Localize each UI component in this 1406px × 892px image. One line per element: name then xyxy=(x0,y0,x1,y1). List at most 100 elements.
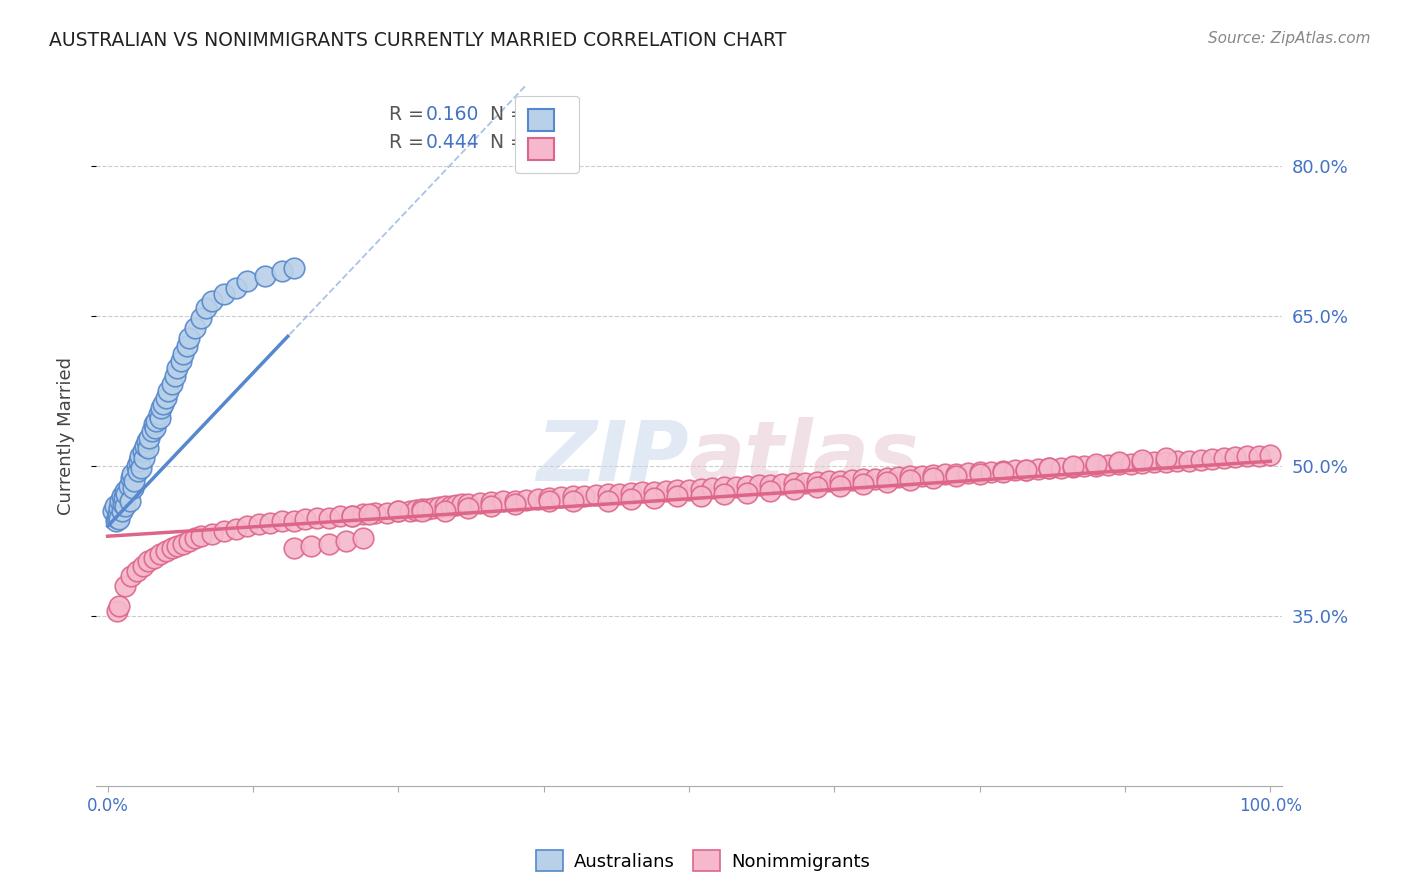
Point xyxy=(212,524,235,539)
Point xyxy=(1212,451,1234,466)
Point xyxy=(654,484,676,499)
Point xyxy=(713,480,735,494)
Point xyxy=(574,489,596,503)
Text: 59: 59 xyxy=(526,105,550,124)
Point xyxy=(1050,461,1073,475)
Point xyxy=(422,501,444,516)
Point xyxy=(538,494,561,508)
Point xyxy=(375,506,398,520)
Point xyxy=(411,502,433,516)
Point xyxy=(666,489,689,503)
Point xyxy=(440,500,463,514)
Point xyxy=(283,261,305,276)
Point xyxy=(794,476,817,491)
Point xyxy=(122,481,145,495)
Point xyxy=(184,321,207,335)
Point xyxy=(596,487,619,501)
Point xyxy=(503,497,526,511)
Point xyxy=(468,496,491,510)
Point xyxy=(387,504,409,518)
Point xyxy=(527,492,550,507)
Point xyxy=(236,519,259,533)
Y-axis label: Currently Married: Currently Married xyxy=(58,358,75,516)
Point xyxy=(114,500,136,514)
Text: AUSTRALIAN VS NONIMMIGRANTS CURRENTLY MARRIED CORRELATION CHART: AUSTRALIAN VS NONIMMIGRANTS CURRENTLY MA… xyxy=(49,31,786,50)
Point xyxy=(108,599,131,614)
Point xyxy=(120,471,142,485)
Text: N =: N = xyxy=(489,133,531,152)
Point xyxy=(922,468,945,483)
Point xyxy=(945,469,967,483)
Point xyxy=(1038,461,1060,475)
Point xyxy=(550,490,572,504)
Text: atlas: atlas xyxy=(689,417,920,498)
Point xyxy=(666,483,689,498)
Point xyxy=(117,479,139,493)
Point xyxy=(131,461,153,475)
Point xyxy=(352,531,374,545)
Point xyxy=(1201,452,1223,467)
Point xyxy=(387,504,409,518)
Point xyxy=(166,539,188,553)
Point xyxy=(155,391,177,405)
Point xyxy=(446,498,468,512)
Point xyxy=(561,489,583,503)
Point xyxy=(427,500,450,515)
Point xyxy=(129,449,152,463)
Point xyxy=(149,547,172,561)
Point xyxy=(364,506,387,520)
Point xyxy=(416,502,439,516)
Point xyxy=(165,369,187,384)
Point xyxy=(1108,457,1130,471)
Point xyxy=(898,469,921,483)
Point xyxy=(1004,463,1026,477)
Point xyxy=(103,504,125,518)
Text: ZIP: ZIP xyxy=(536,417,689,498)
Point xyxy=(335,534,357,549)
Point xyxy=(110,494,132,508)
Point xyxy=(1062,460,1084,475)
Point xyxy=(969,465,991,479)
Point xyxy=(538,491,561,506)
Point xyxy=(585,488,607,502)
Text: 153: 153 xyxy=(526,133,562,152)
Point xyxy=(138,554,160,568)
Point xyxy=(115,487,138,501)
Point xyxy=(596,494,619,508)
Point xyxy=(515,493,537,508)
Point xyxy=(1038,461,1060,475)
Point xyxy=(817,475,839,489)
Point xyxy=(105,511,128,525)
Point xyxy=(405,503,427,517)
Point xyxy=(1154,451,1177,466)
Point xyxy=(830,475,852,489)
Point xyxy=(131,444,153,458)
Point xyxy=(271,514,294,528)
Point xyxy=(212,287,235,301)
Point xyxy=(253,269,276,284)
Point xyxy=(145,414,167,428)
Text: 0.160: 0.160 xyxy=(426,105,479,124)
Point xyxy=(105,604,128,618)
Point xyxy=(128,454,150,468)
Point xyxy=(155,544,177,558)
Point xyxy=(643,491,665,506)
Point xyxy=(1247,449,1270,463)
Point xyxy=(631,485,654,500)
Point xyxy=(852,477,875,491)
Point xyxy=(127,464,149,478)
Legend: Australians, Nonimmigrants: Australians, Nonimmigrants xyxy=(529,843,877,879)
Point xyxy=(607,487,630,501)
Text: N =: N = xyxy=(489,105,531,124)
Point xyxy=(259,516,281,531)
Point xyxy=(340,509,363,524)
Point xyxy=(451,497,474,511)
Point xyxy=(898,473,921,487)
Point xyxy=(160,377,183,392)
Point xyxy=(160,541,183,556)
Point xyxy=(176,339,198,353)
Point xyxy=(138,431,160,445)
Point xyxy=(678,483,700,498)
Point xyxy=(143,421,166,435)
Point xyxy=(190,311,212,326)
